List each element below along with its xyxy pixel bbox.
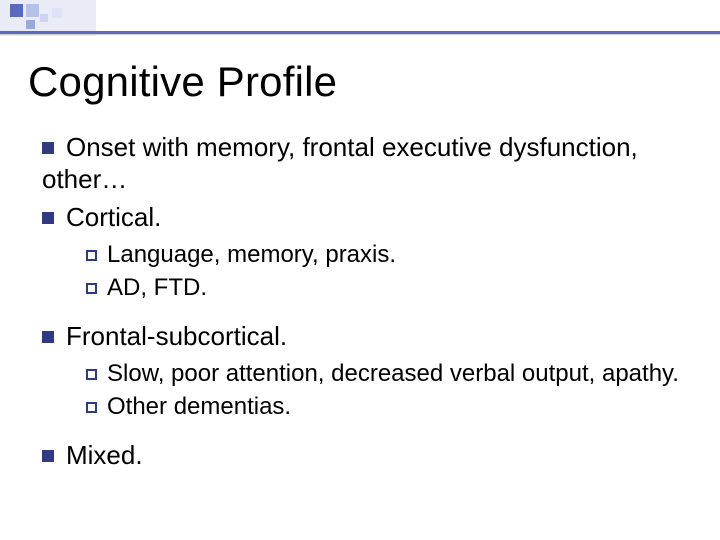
accent-square bbox=[40, 14, 48, 22]
sub-list-item: Language, memory, praxis. bbox=[86, 240, 688, 270]
sub-list-item-text: Other dementias. bbox=[107, 393, 291, 420]
spacer bbox=[42, 303, 688, 315]
sub-list-item-text: AD, FTD. bbox=[107, 274, 207, 301]
list-item: Mixed. bbox=[42, 440, 688, 472]
hollow-square-bullet-icon bbox=[86, 369, 97, 380]
square-bullet-icon bbox=[42, 142, 54, 154]
accent-square bbox=[26, 4, 39, 17]
list-item-text: Onset with memory, frontal executive dys… bbox=[42, 132, 638, 194]
accent-square bbox=[52, 8, 62, 18]
list-item-text: Frontal-subcortical. bbox=[66, 321, 287, 351]
hollow-square-bullet-icon bbox=[86, 402, 97, 413]
sub-list-item: AD, FTD. bbox=[86, 273, 688, 303]
sub-bullet-list: Language, memory, praxis. AD, FTD. bbox=[86, 240, 688, 303]
square-bullet-icon bbox=[42, 450, 54, 462]
hollow-square-bullet-icon bbox=[86, 250, 97, 261]
slide-body: Onset with memory, frontal executive dys… bbox=[42, 126, 688, 472]
hollow-square-bullet-icon bbox=[86, 283, 97, 294]
sub-list-item-text: Language, memory, praxis. bbox=[107, 241, 396, 268]
slide-title: Cognitive Profile bbox=[28, 58, 337, 106]
list-item-text: Cortical. bbox=[66, 202, 161, 232]
accent-square bbox=[10, 4, 23, 17]
list-item: Onset with memory, frontal executive dys… bbox=[42, 132, 688, 196]
sub-list-item: Other dementias. bbox=[86, 392, 688, 422]
list-item-text: Mixed. bbox=[66, 440, 143, 470]
list-item: Cortical. Language, memory, praxis. AD, FT… bbox=[42, 202, 688, 315]
accent-square bbox=[26, 20, 35, 29]
square-bullet-icon bbox=[42, 212, 54, 224]
spacer bbox=[42, 422, 688, 434]
divider-shadow bbox=[0, 34, 720, 35]
sub-bullet-list: Slow, poor attention, decreased verbal o… bbox=[86, 359, 688, 422]
sub-list-item-text: Slow, poor attention, decreased verbal o… bbox=[107, 360, 679, 387]
slide: Cognitive Profile Onset with memory, fro… bbox=[0, 0, 720, 540]
sub-list-item: Slow, poor attention, decreased verbal o… bbox=[86, 359, 688, 389]
square-bullet-icon bbox=[42, 331, 54, 343]
top-bar bbox=[0, 0, 720, 36]
list-item: Frontal-subcortical. Slow, poor attention… bbox=[42, 321, 688, 434]
bullet-list: Onset with memory, frontal executive dys… bbox=[42, 132, 688, 472]
